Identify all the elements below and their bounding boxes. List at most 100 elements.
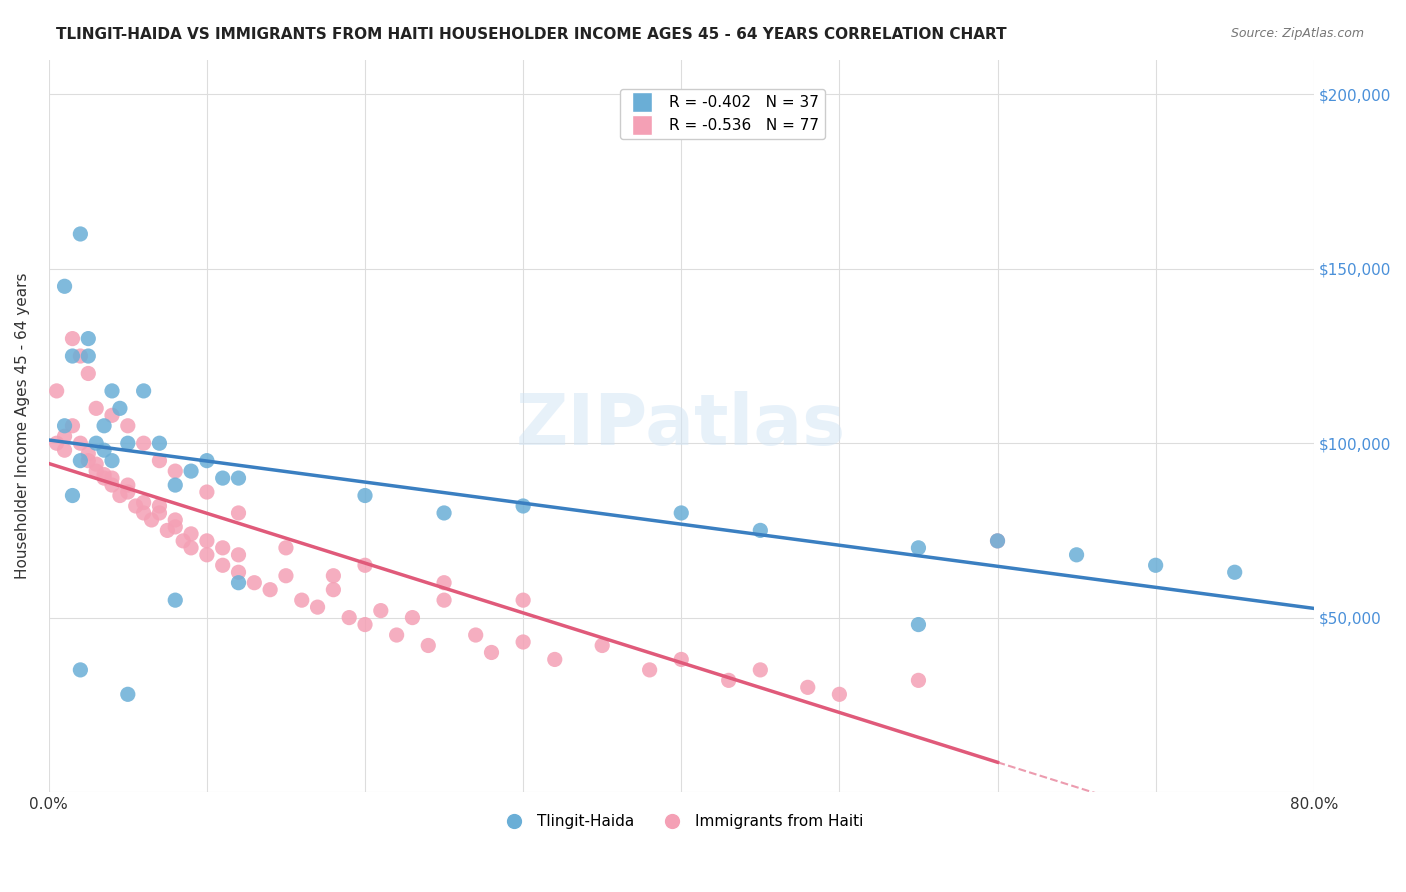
Point	[132, 506, 155, 520]
Point	[84, 457, 107, 471]
Point	[77, 367, 100, 381]
Point	[354, 617, 377, 632]
Point	[180, 464, 202, 478]
Point	[117, 436, 139, 450]
Point	[62, 418, 84, 433]
Point	[1066, 548, 1088, 562]
Point	[749, 524, 772, 538]
Point	[62, 332, 84, 346]
Point	[77, 453, 100, 467]
Point	[433, 575, 456, 590]
Point	[671, 506, 693, 520]
Text: Source: ZipAtlas.com: Source: ZipAtlas.com	[1230, 27, 1364, 40]
Point	[385, 628, 408, 642]
Point	[464, 628, 486, 642]
Point	[274, 541, 297, 555]
Point	[228, 471, 250, 485]
Point	[165, 464, 187, 478]
Point	[591, 639, 613, 653]
Point	[211, 541, 233, 555]
Point	[69, 227, 91, 241]
Point	[117, 687, 139, 701]
Point	[148, 453, 170, 467]
Point	[354, 558, 377, 573]
Point	[907, 673, 929, 688]
Point	[132, 495, 155, 509]
Point	[141, 513, 163, 527]
Point	[77, 349, 100, 363]
Point	[125, 499, 148, 513]
Point	[228, 506, 250, 520]
Point	[62, 349, 84, 363]
Point	[337, 610, 360, 624]
Point	[638, 663, 661, 677]
Point	[354, 489, 377, 503]
Y-axis label: Householder Income Ages 45 - 64 years: Householder Income Ages 45 - 64 years	[15, 273, 30, 579]
Point	[195, 485, 218, 500]
Point	[156, 524, 179, 538]
Point	[512, 593, 534, 607]
Point	[433, 593, 456, 607]
Point	[195, 548, 218, 562]
Point	[259, 582, 281, 597]
Text: TLINGIT-HAIDA VS IMMIGRANTS FROM HAITI HOUSEHOLDER INCOME AGES 45 - 64 YEARS COR: TLINGIT-HAIDA VS IMMIGRANTS FROM HAITI H…	[56, 27, 1007, 42]
Point	[195, 533, 218, 548]
Point	[165, 478, 187, 492]
Point	[165, 513, 187, 527]
Point	[828, 687, 851, 701]
Point	[907, 541, 929, 555]
Point	[77, 447, 100, 461]
Point	[101, 478, 124, 492]
Point	[418, 639, 440, 653]
Point	[108, 401, 131, 416]
Point	[717, 673, 740, 688]
Text: ZIPatlas: ZIPatlas	[516, 392, 846, 460]
Point	[148, 436, 170, 450]
Point	[986, 533, 1008, 548]
Point	[45, 384, 67, 398]
Point	[211, 558, 233, 573]
Point	[148, 499, 170, 513]
Point	[77, 332, 100, 346]
Point	[1223, 566, 1246, 580]
Point	[132, 384, 155, 398]
Point	[307, 600, 329, 615]
Point	[228, 575, 250, 590]
Point	[211, 471, 233, 485]
Point	[544, 652, 567, 666]
Point	[69, 436, 91, 450]
Point	[84, 401, 107, 416]
Point	[148, 506, 170, 520]
Point	[93, 467, 115, 482]
Point	[433, 506, 456, 520]
Point	[101, 471, 124, 485]
Point	[512, 635, 534, 649]
Point	[749, 663, 772, 677]
Point	[117, 485, 139, 500]
Point	[45, 436, 67, 450]
Point	[797, 681, 820, 695]
Point	[180, 541, 202, 555]
Point	[243, 575, 266, 590]
Point	[101, 409, 124, 423]
Point	[53, 429, 76, 443]
Point	[1144, 558, 1167, 573]
Point	[62, 489, 84, 503]
Point	[671, 652, 693, 666]
Point	[322, 582, 344, 597]
Point	[986, 533, 1008, 548]
Point	[291, 593, 314, 607]
Point	[228, 548, 250, 562]
Point	[69, 663, 91, 677]
Point	[93, 471, 115, 485]
Point	[370, 604, 392, 618]
Point	[101, 384, 124, 398]
Point	[907, 617, 929, 632]
Point	[228, 566, 250, 580]
Point	[53, 443, 76, 458]
Point	[165, 520, 187, 534]
Point	[101, 453, 124, 467]
Point	[132, 436, 155, 450]
Point	[69, 349, 91, 363]
Point	[53, 418, 76, 433]
